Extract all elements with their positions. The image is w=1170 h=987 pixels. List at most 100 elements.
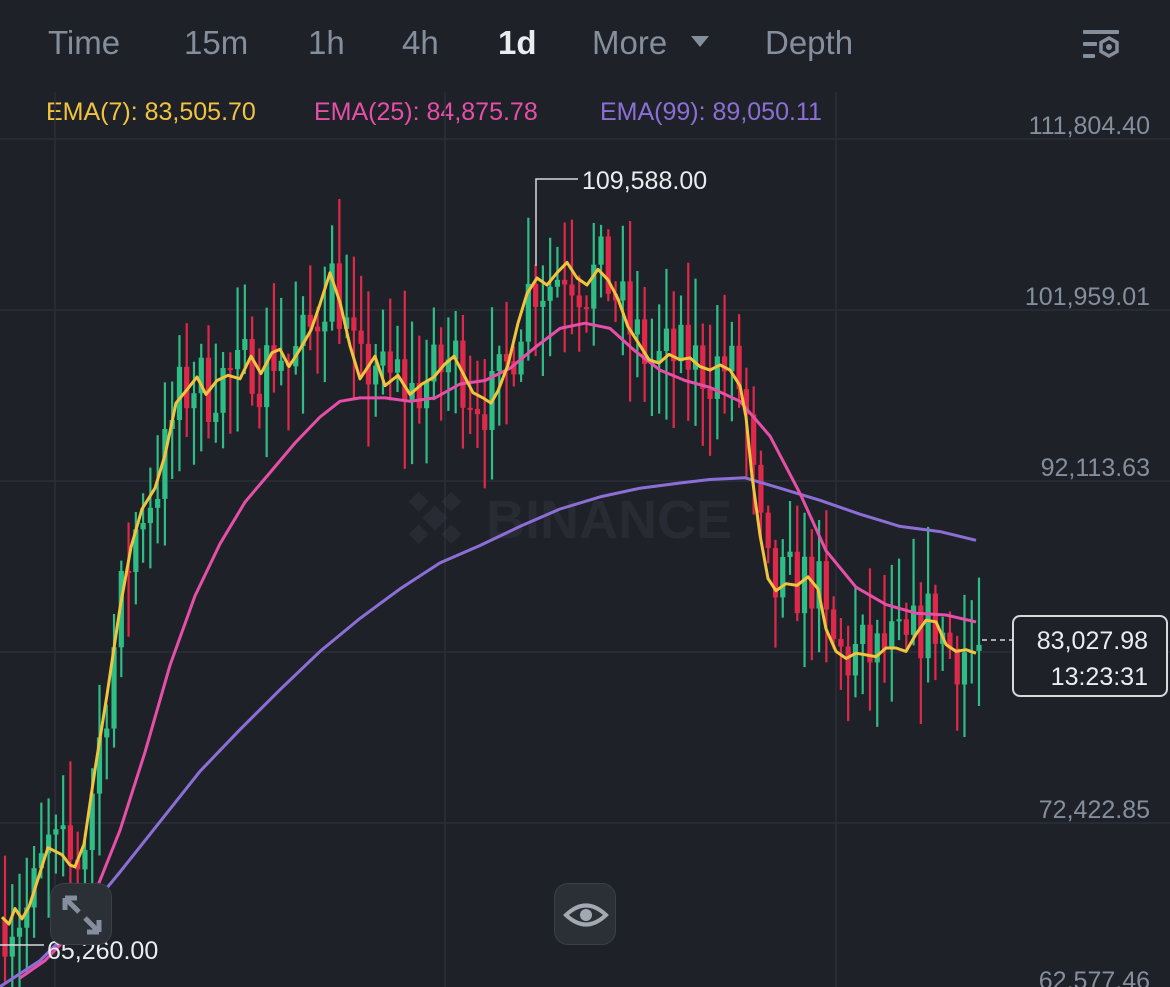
candle-body: [714, 356, 720, 399]
candle-body: [358, 330, 364, 344]
candle-body: [198, 357, 204, 394]
price-axis-tick: 92,113.63: [1041, 454, 1150, 482]
candle-body: [743, 389, 750, 415]
candle-body: [474, 408, 481, 415]
candle-body: [184, 366, 190, 409]
visibility-toggle-button[interactable]: [554, 883, 616, 945]
high-price-label: 109,588.00: [582, 167, 707, 195]
ema99-label: EMA(99): 89,050.11: [600, 98, 822, 126]
candle-body: [627, 281, 633, 335]
current-price: 83,027.98: [1036, 627, 1148, 655]
candle-body: [533, 283, 539, 307]
price-axis-tick: 62,577.46: [1039, 967, 1150, 987]
candle-body: [554, 279, 561, 287]
candle-body: [903, 619, 909, 635]
candle-body: [213, 412, 219, 423]
candle-body: [642, 319, 648, 364]
candle-body: [852, 644, 859, 676]
candle-body: [133, 529, 139, 573]
candle-body: [53, 829, 59, 835]
high-marker-line: [535, 178, 578, 266]
candle-body: [707, 388, 713, 399]
candle-body: [431, 344, 437, 382]
candle-body: [380, 351, 386, 366]
candle-body: [402, 359, 408, 400]
candle-body: [176, 366, 183, 420]
eye-icon: [563, 903, 609, 927]
tab-1h[interactable]: 1h: [308, 24, 345, 61]
candle-body: [9, 936, 15, 957]
tab-1d[interactable]: 1d: [498, 24, 537, 61]
candle-body: [881, 633, 888, 650]
candle-body: [562, 279, 568, 285]
candle-body: [24, 907, 30, 928]
candle-body: [191, 393, 197, 409]
candle-body: [889, 621, 895, 650]
candle-body: [242, 339, 248, 351]
ema25-line: [19, 321, 977, 980]
candle-body: [678, 324, 684, 362]
current-price-box: 83,027.98 13:23:31: [1012, 615, 1168, 697]
candle-body: [845, 646, 851, 676]
candle-body: [794, 551, 800, 614]
candle-body: [932, 593, 938, 644]
candle-body: [416, 382, 422, 409]
candle-body: [685, 324, 691, 370]
tab-more[interactable]: More: [592, 24, 710, 62]
candle-body: [387, 351, 393, 373]
candle-body: [82, 849, 88, 870]
candle-body: [729, 345, 735, 372]
ema7-line: [0, 260, 977, 926]
candle-body: [147, 507, 153, 524]
ema25-label: EMA(25): 84,875.78: [314, 98, 538, 126]
candle-body: [438, 344, 444, 373]
expand-icon: [62, 895, 102, 935]
chart-grid: [0, 92, 1170, 987]
candle-body: [838, 638, 844, 647]
candle-body: [605, 236, 611, 294]
candle-body: [96, 737, 103, 794]
candle-body: [751, 414, 757, 465]
candle-body: [569, 284, 575, 296]
ema-lines: [0, 260, 977, 987]
chart-settings-icon[interactable]: [1080, 28, 1122, 64]
candle-body: [46, 834, 52, 854]
candle-body: [2, 920, 8, 957]
candle-body: [278, 360, 284, 371]
ema99-line: [0, 476, 977, 987]
candle-body: [656, 350, 662, 362]
candle-body: [671, 328, 677, 362]
watermark-text: BINANCE: [486, 490, 732, 550]
candle-body: [264, 345, 270, 408]
candle-body: [758, 464, 764, 513]
candle-body: [896, 619, 902, 622]
candle-body: [104, 728, 110, 738]
candle-body: [598, 236, 604, 265]
candle-body: [271, 345, 277, 371]
tab-4h[interactable]: 4h: [402, 24, 439, 61]
candles: [2, 198, 982, 987]
candle-body: [496, 354, 502, 372]
candle-body: [125, 571, 132, 574]
expand-button[interactable]: [50, 883, 112, 945]
candle-body: [511, 361, 517, 375]
candle-countdown: 13:23:31: [1050, 663, 1148, 691]
tab-time[interactable]: Time: [48, 24, 121, 61]
candle-body: [67, 825, 74, 860]
tab-more-label: More: [592, 24, 668, 61]
candle-body: [234, 350, 241, 370]
candle-body: [634, 319, 640, 335]
ema7-label: EMA(7): 83,505.70: [46, 98, 256, 126]
candle-body: [620, 281, 626, 301]
candle-body: [89, 793, 95, 850]
candle-body: [445, 359, 451, 373]
candle-body: [256, 393, 263, 408]
tab-15m[interactable]: 15m: [184, 24, 249, 61]
candle-body: [38, 853, 44, 869]
candle-body: [227, 367, 233, 370]
candle-body: [540, 300, 546, 307]
candle-body: [721, 356, 728, 372]
candle-body: [961, 652, 968, 685]
tab-depth[interactable]: Depth: [765, 24, 854, 61]
